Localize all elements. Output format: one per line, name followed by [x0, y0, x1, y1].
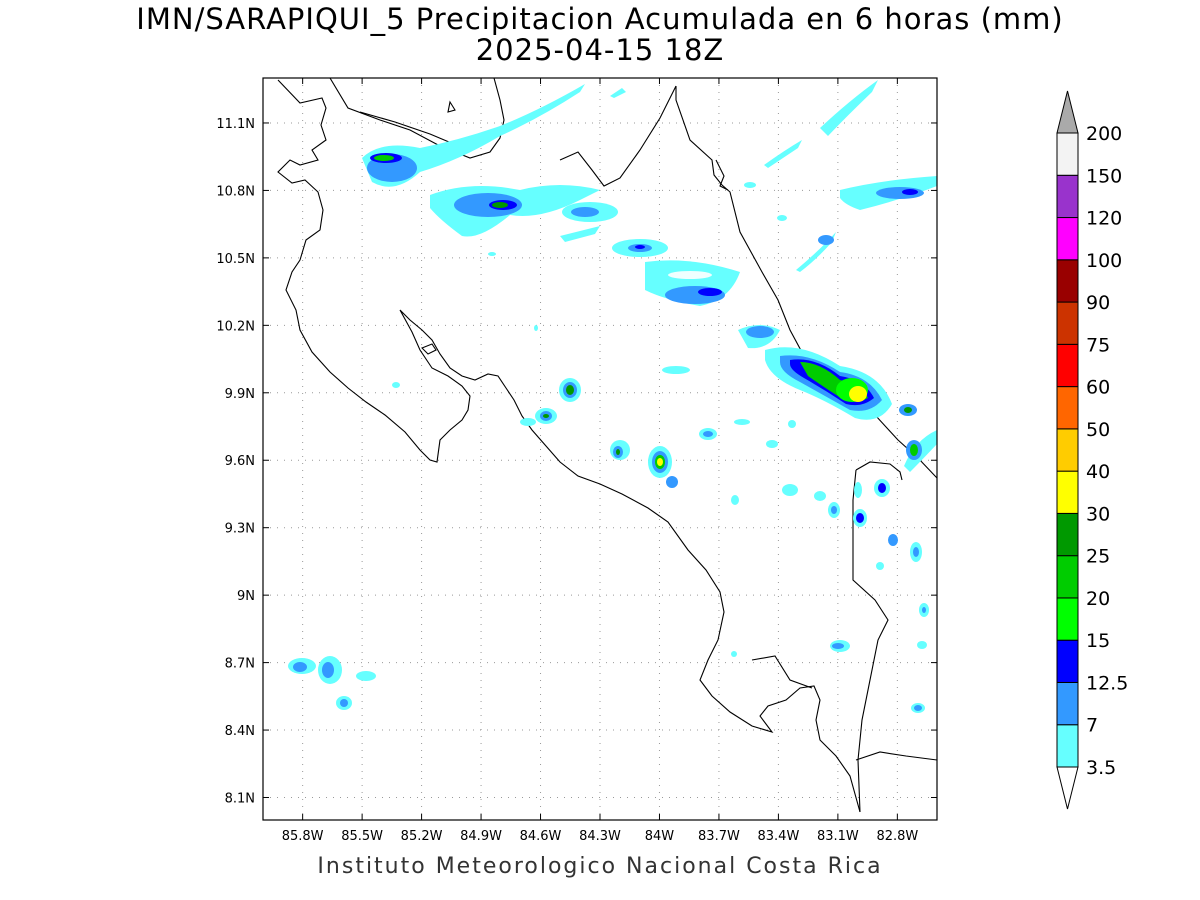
colorbar-swatch	[1056, 512, 1079, 557]
colorbar-swatch	[1056, 470, 1079, 514]
colorbar-swatch	[1056, 259, 1079, 303]
precip-field	[288, 80, 937, 713]
colorbar-label: 25	[1086, 546, 1110, 568]
x-tick-label: 85.8W	[282, 829, 324, 844]
colorbar-max-arrow	[1056, 90, 1079, 134]
colorbar-label: 20	[1086, 588, 1110, 610]
x-tick-label: 84.3W	[579, 829, 621, 844]
colorbar-swatch	[1056, 132, 1079, 176]
colorbar-label: 7	[1086, 715, 1098, 737]
y-tick-label: 10.2N	[216, 319, 255, 334]
colorbar-label: 3.5	[1086, 757, 1116, 779]
coastline	[277, 78, 937, 813]
colorbar-label: 100	[1086, 250, 1122, 272]
colorbar-label: 75	[1086, 334, 1110, 356]
colorbar-label: 15	[1086, 630, 1110, 652]
y-tick-label: 11.1N	[216, 117, 255, 132]
colorbar-label: 30	[1086, 503, 1110, 525]
colorbar-swatch	[1056, 428, 1079, 472]
colorbar-swatch	[1056, 724, 1079, 768]
colorbar-swatch	[1056, 597, 1079, 641]
x-tick-label: 85.2W	[401, 829, 443, 844]
y-tick-label: 10.5N	[216, 252, 255, 267]
x-tick-label: 84.6W	[520, 829, 562, 844]
colorbar-swatch	[1056, 386, 1079, 430]
y-tick-label: 8.1N	[225, 792, 255, 807]
x-tick-label: 85.5W	[341, 829, 383, 844]
x-tick-label: 83.1W	[817, 829, 859, 844]
colorbar-swatch	[1056, 343, 1079, 388]
y-tick-label: 10.8N	[216, 184, 255, 199]
title-date: 2025-04-15 18Z	[475, 33, 725, 67]
colorbar-label: 150	[1086, 165, 1122, 187]
colorbar-label: 50	[1086, 419, 1110, 441]
x-tick-label: 83.4W	[758, 829, 800, 844]
y-axis: 11.1N 10.8N 10.5N 10.2N 9.9N 9.6N 9.3N 9N 8.7N 8.…	[216, 117, 937, 807]
y-tick-label: 9N	[237, 589, 255, 604]
y-tick-label: 8.4N	[225, 724, 255, 739]
colorbar-swatch	[1056, 681, 1079, 726]
colorbar-label: 40	[1086, 461, 1110, 483]
footer-credit: Instituto Meteorologico Nacional Costa R…	[317, 854, 883, 879]
title-main: IMN/SARAPIQUI_5 Precipitacion Acumulada …	[136, 2, 1064, 36]
colorbar-label: 200	[1086, 123, 1122, 145]
y-tick-label: 9.9N	[225, 387, 255, 402]
x-tick-label: 84W	[645, 829, 675, 844]
colorbar-label: 60	[1086, 377, 1110, 399]
colorbar-swatch	[1056, 639, 1079, 683]
x-tick-label: 83.7W	[698, 829, 740, 844]
colorbar: 3.5 7 12.5 15 20 25 30 40 50 60 75 90 100 120 150 200	[1056, 90, 1128, 810]
colorbar-swatch	[1056, 174, 1079, 219]
x-tick-label: 84.9W	[460, 829, 502, 844]
colorbar-min-arrow	[1056, 766, 1079, 810]
y-tick-label: 9.3N	[225, 522, 255, 537]
colorbar-label: 90	[1086, 292, 1110, 314]
x-axis: 85.8W 85.5W 85.2W 84.9W 84.6W 84.3W 84W 83.7W 83…	[282, 78, 918, 844]
y-tick-label: 8.7N	[225, 657, 255, 672]
colorbar-swatch	[1056, 217, 1079, 261]
colorbar-swatch	[1056, 555, 1079, 599]
map-title: IMN/SARAPIQUI_5 Precipitacion Acumulada …	[0, 4, 1200, 66]
colorbar-label: 120	[1086, 208, 1122, 230]
colorbar-label: 12.5	[1086, 672, 1128, 694]
x-tick-label: 82.8W	[876, 829, 918, 844]
y-tick-label: 9.6N	[225, 454, 255, 469]
colorbar-swatch	[1056, 301, 1079, 345]
